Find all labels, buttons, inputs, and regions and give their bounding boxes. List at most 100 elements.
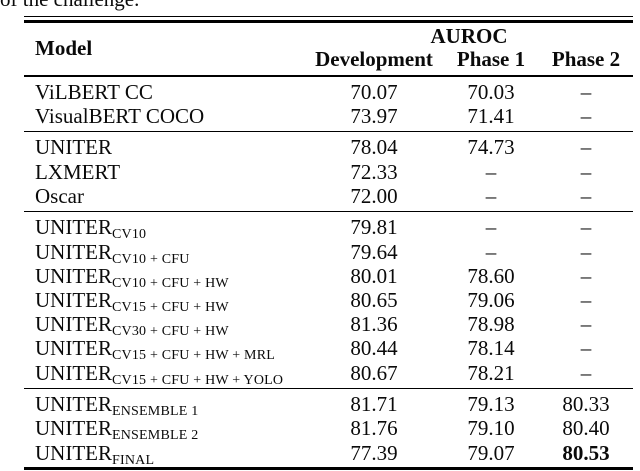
phase2-score: –	[580, 79, 592, 104]
table-top-rule-thin	[24, 16, 633, 17]
model-cell: VisualBERT COCO	[24, 104, 305, 128]
phase1-score: –	[485, 159, 497, 184]
model-subscript: CV15 + CFU + HW + MRL	[112, 348, 275, 361]
phase2-score: –	[580, 159, 592, 184]
model-name: UNITER	[35, 239, 112, 264]
header-model: Model	[35, 35, 93, 60]
model-cell: LXMERT	[24, 160, 305, 184]
model-name: UNITER	[35, 416, 112, 441]
model-subscript: CV10	[112, 227, 147, 240]
model-subscript: ENSEMBLE 1	[112, 404, 199, 417]
phase2-score: –	[580, 312, 592, 337]
model-name: UNITER	[35, 360, 112, 385]
table-row: UNITER 78.04 74.73 –	[24, 135, 633, 159]
table-row: UNITERCV15 + CFU + HW 80.65 79.06 –	[24, 288, 633, 312]
group-baselines: ViLBERT CC 70.07 70.03 – VisualBERT COCO…	[24, 77, 633, 131]
dev-score: 80.67	[350, 360, 398, 385]
group-uniter-variants: UNITERCV10 79.81 – – UNITERCV10 + CFU 79…	[24, 212, 633, 387]
table-row: UNITERCV10 79.81 – –	[24, 215, 633, 239]
phase2-score: –	[580, 360, 592, 385]
group-divider-rule	[24, 130, 633, 133]
header-phase2: Phase 2	[551, 47, 621, 71]
phase2-score: –	[580, 183, 592, 208]
phase1-score: –	[485, 215, 497, 240]
table-row: UNITERCV30 + CFU + HW 81.36 78.98 –	[24, 312, 633, 336]
dev-score: 78.04	[350, 135, 398, 160]
caption-fragment: of the challenge.	[0, 0, 139, 12]
model-cell: UNITERCV15 + CFU + HW + YOLO	[24, 361, 305, 385]
phase2-score: –	[580, 135, 592, 160]
model-name: UNITER	[35, 263, 112, 288]
model-cell: ViLBERT CC	[24, 80, 305, 104]
model-name: LXMERT	[35, 159, 121, 184]
phase1-score: 70.03	[467, 79, 515, 104]
model-cell: UNITERCV10	[24, 215, 305, 239]
model-name: UNITER	[35, 312, 112, 337]
phase1-score: 78.60	[467, 263, 515, 288]
model-name: UNITER	[35, 215, 112, 240]
dev-score: 79.64	[350, 239, 398, 264]
model-name: Oscar	[35, 183, 84, 208]
model-cell: UNITERENSEMBLE 2	[24, 416, 305, 440]
model-name: UNITER	[35, 440, 112, 465]
header-auroc: AUROC	[430, 24, 508, 48]
model-subscript: CV15 + CFU + HW	[112, 300, 229, 313]
header-development: Development	[315, 47, 433, 71]
model-cell: UNITER	[24, 135, 305, 159]
model-subscript: ENSEMBLE 2	[112, 428, 199, 441]
phase1-score: 79.06	[467, 288, 515, 312]
dev-score: 80.44	[350, 336, 398, 361]
table-row: ViLBERT CC 70.07 70.03 –	[24, 80, 633, 104]
table-row: UNITERFINAL 77.39 79.07 80.53	[24, 441, 633, 465]
model-subscript: CV10 + CFU	[112, 251, 190, 264]
model-cell: UNITERCV15 + CFU + HW + MRL	[24, 336, 305, 360]
table-row: VisualBERT COCO 73.97 71.41 –	[24, 104, 633, 128]
phase1-score: –	[485, 183, 497, 208]
phase2-score: –	[580, 336, 592, 361]
dev-score: 73.97	[350, 103, 398, 128]
phase1-score: 74.73	[467, 135, 515, 160]
model-cell: UNITERCV10 + CFU	[24, 240, 305, 264]
phase1-score: –	[485, 239, 497, 264]
model-name: UNITER	[35, 288, 112, 312]
dev-score: 80.01	[350, 263, 398, 288]
phase2-score: –	[580, 239, 592, 264]
table-row: Oscar 72.00 – –	[24, 184, 633, 208]
table-row: UNITERCV15 + CFU + HW + MRL 80.44 78.14 …	[24, 336, 633, 360]
model-cell: UNITERCV10 + CFU + HW	[24, 264, 305, 288]
group-divider-rule	[24, 210, 633, 213]
phase1-score: 71.41	[467, 103, 515, 128]
model-cell: UNITERCV30 + CFU + HW	[24, 312, 305, 336]
model-cell: UNITERFINAL	[24, 441, 305, 465]
phase1-score: 78.21	[467, 360, 515, 385]
table-bottom-rule-thick	[24, 466, 633, 470]
model-cell: UNITERENSEMBLE 1	[24, 392, 305, 416]
model-name: ViLBERT CC	[35, 79, 153, 104]
table-row: UNITERCV10 + CFU + HW 80.01 78.60 –	[24, 264, 633, 288]
dev-score: 81.76	[350, 416, 398, 441]
phase1-score: 79.07	[467, 440, 515, 465]
dev-score: 80.65	[350, 288, 398, 312]
results-table: Model AUROC Development Phase 1 Phase 2 …	[24, 0, 633, 471]
model-name: UNITER	[35, 336, 112, 361]
phase2-score-best: 80.53	[562, 440, 610, 465]
model-cell: Oscar	[24, 184, 305, 208]
dev-score: 81.71	[350, 392, 398, 417]
phase2-score: 80.33	[562, 392, 610, 417]
phase2-score: –	[580, 103, 592, 128]
phase1-score: 79.10	[467, 416, 515, 441]
table-row: LXMERT 72.33 – –	[24, 160, 633, 184]
phase2-score: –	[580, 288, 592, 312]
header-auroc-group: AUROC Development Phase 1 Phase 2	[305, 25, 633, 71]
model-subscript: CV15 + CFU + HW + YOLO	[112, 372, 284, 385]
group-ensembles: UNITERENSEMBLE 1 81.71 79.13 80.33 UNITE…	[24, 389, 633, 467]
phase1-score: 79.13	[467, 392, 515, 417]
table-row: UNITERENSEMBLE 2 81.76 79.10 80.40	[24, 416, 633, 440]
model-subscript: FINAL	[112, 452, 155, 465]
header-subcolumns: Development Phase 1 Phase 2	[305, 48, 633, 71]
model-subscript: CV10 + CFU + HW	[112, 275, 229, 288]
phase1-score: 78.98	[467, 312, 515, 337]
dev-score: 70.07	[350, 79, 398, 104]
table-row: UNITERCV10 + CFU 79.64 – –	[24, 240, 633, 264]
